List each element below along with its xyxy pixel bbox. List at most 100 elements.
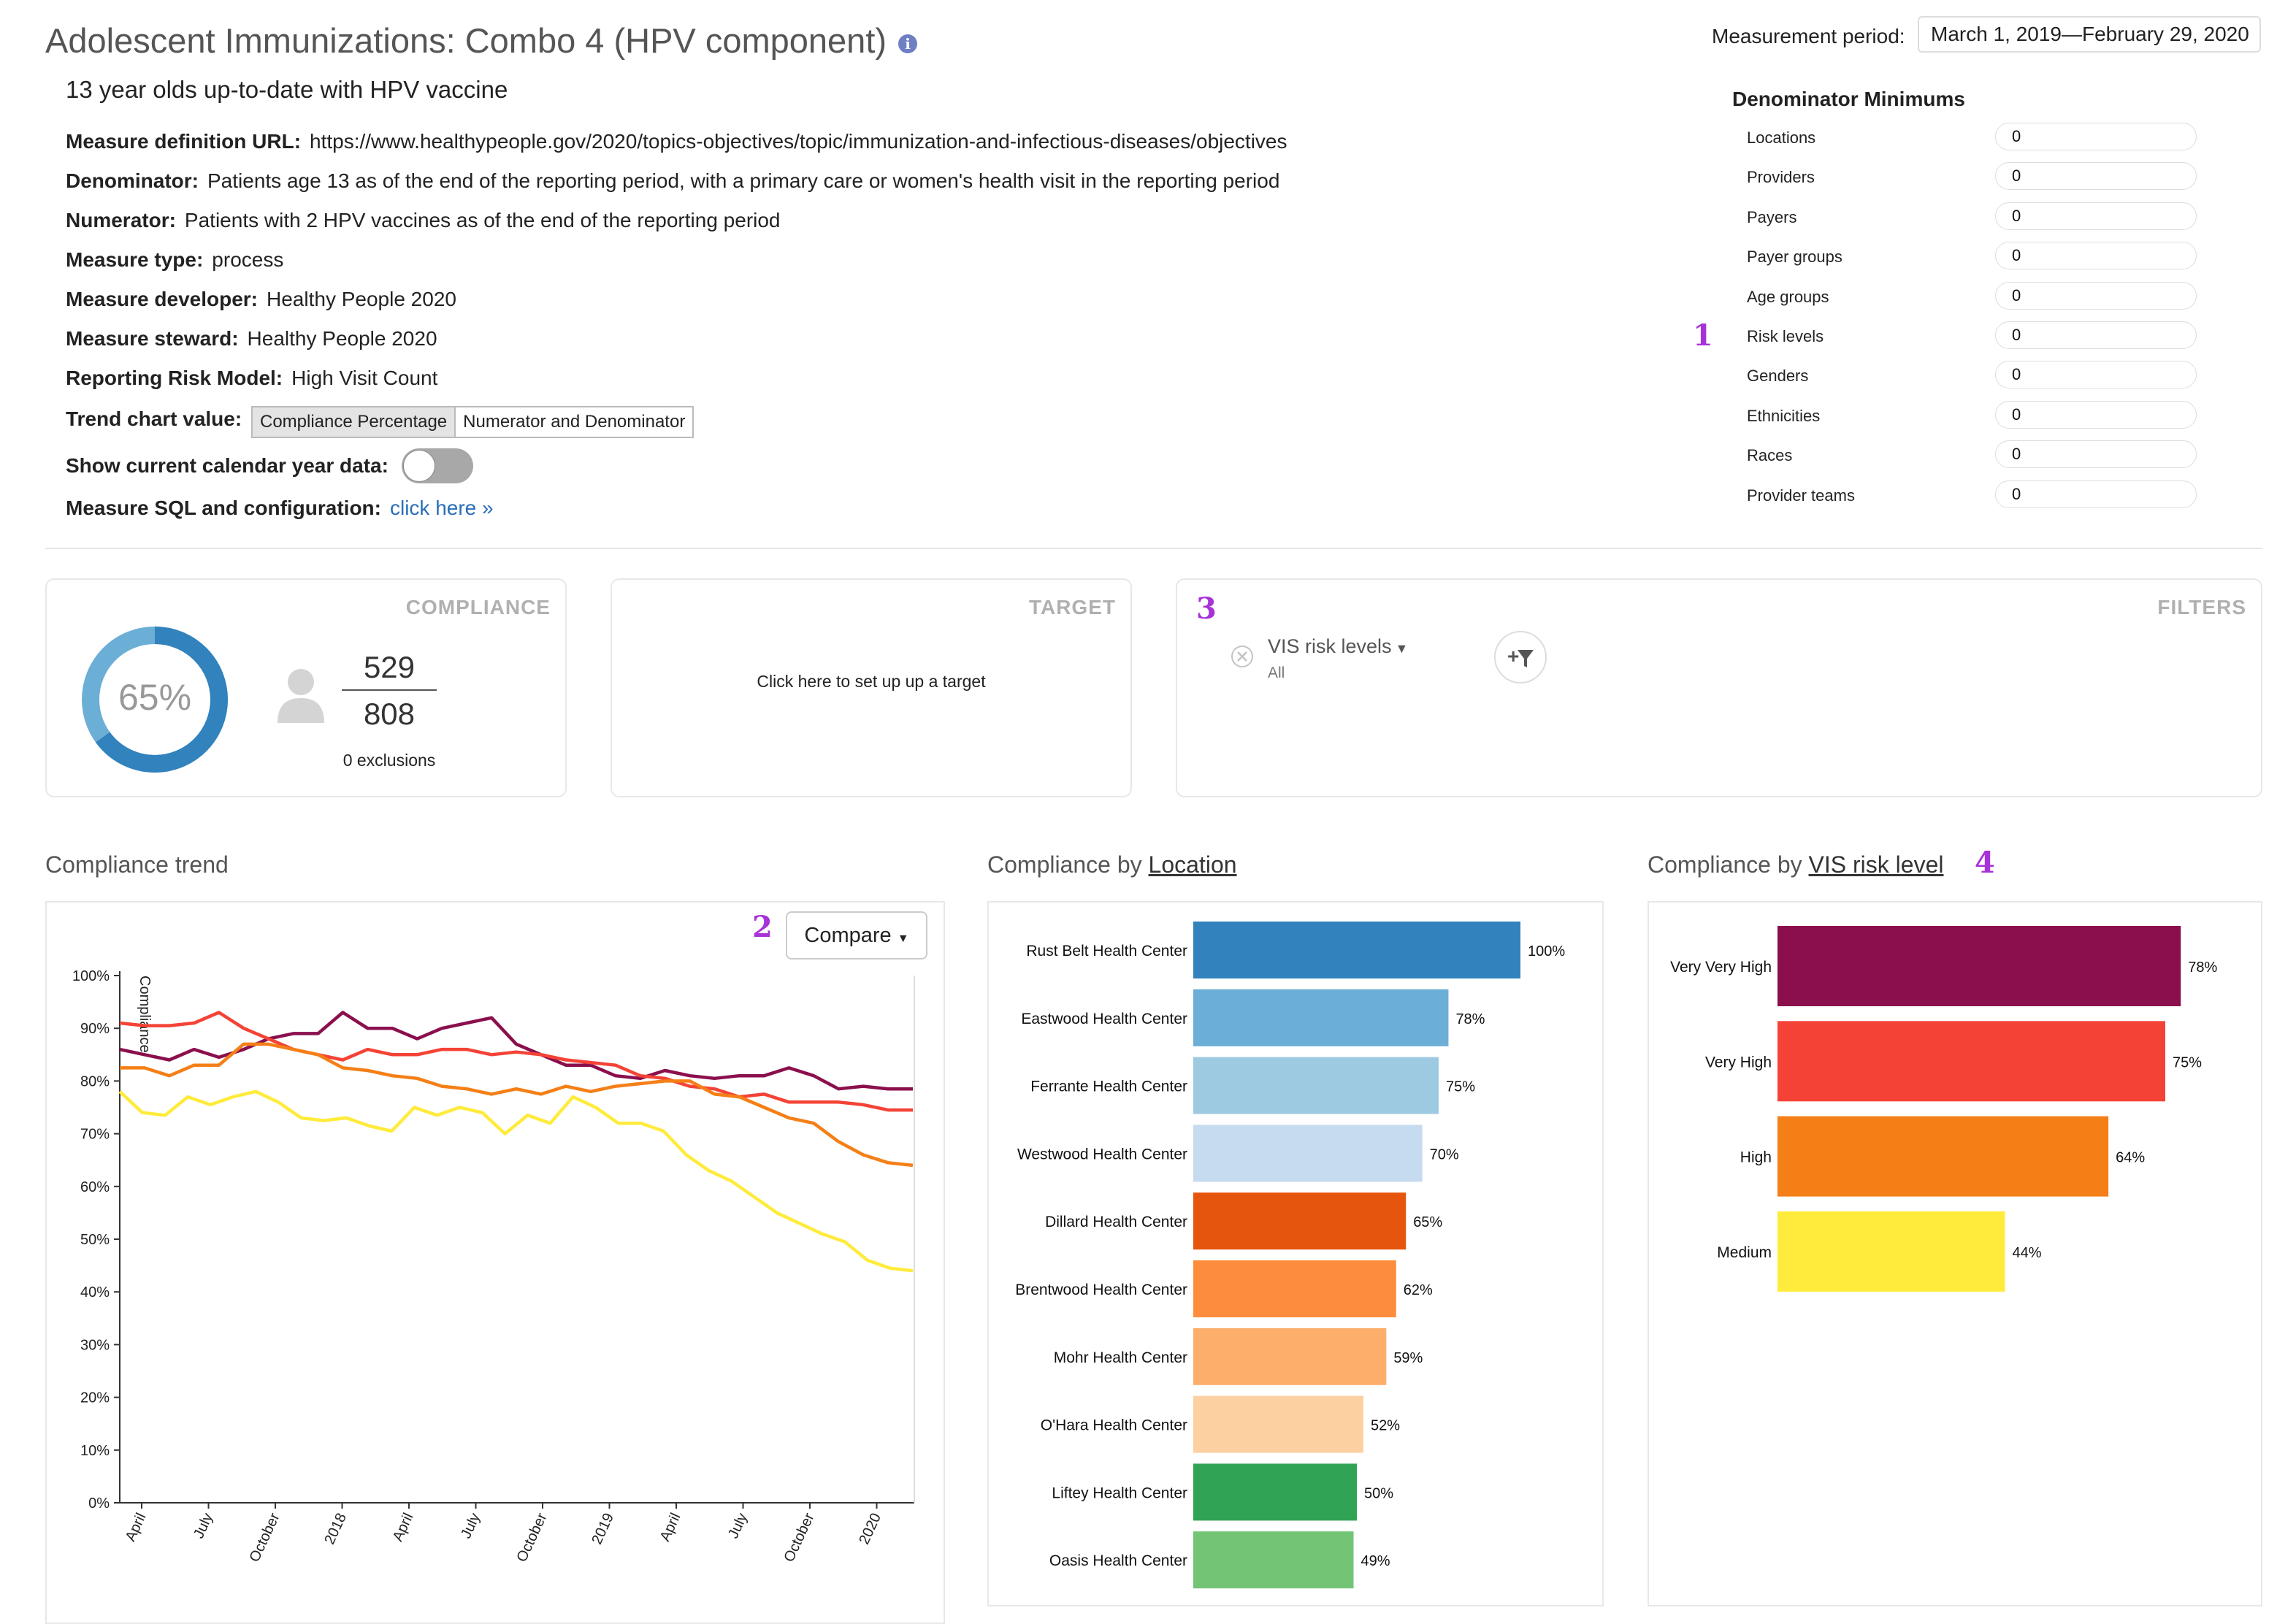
trend-option-numerator-denominator[interactable]: Numerator and Denominator bbox=[456, 406, 694, 438]
bar[interactable] bbox=[1193, 1463, 1357, 1521]
calendar-year-label: Show current calendar year data: bbox=[66, 454, 389, 477]
vis-risk-filter-dropdown[interactable]: VIS risk levels ▼ bbox=[1268, 635, 1408, 658]
compliance-by-location-title: Compliance by Location bbox=[987, 851, 1237, 878]
denominator-minimum-label: Risk levels bbox=[1747, 327, 1824, 345]
bar[interactable] bbox=[1193, 922, 1520, 978]
bar[interactable] bbox=[1193, 1328, 1387, 1385]
x-tick-label: July bbox=[725, 1511, 751, 1541]
compare-button-label: Compare bbox=[804, 924, 892, 947]
add-filter-button[interactable]: + bbox=[1493, 629, 1548, 685]
denominator-row: Denominator: Patients age 13 as of the en… bbox=[66, 169, 1279, 193]
bar-category-label: Eastwood Health Center bbox=[1021, 1011, 1187, 1027]
x-tick-label: July bbox=[191, 1511, 216, 1541]
compliance-trend-title: Compliance trend bbox=[45, 851, 229, 878]
toggle-knob bbox=[403, 450, 435, 482]
denominator-minimum-input[interactable]: 0 bbox=[1995, 480, 2197, 508]
bar[interactable] bbox=[1193, 989, 1449, 1046]
y-tick-label: 40% bbox=[80, 1284, 110, 1301]
bar-value-label: 50% bbox=[1364, 1485, 1393, 1501]
callout-4: 4 bbox=[1975, 846, 1995, 880]
compliance-panel: COMPLIANCE 65% 529 808 0 exclusions bbox=[45, 578, 567, 797]
y-tick-label: 0% bbox=[88, 1495, 110, 1512]
bar-category-label: Dillard Health Center bbox=[1045, 1214, 1187, 1230]
denominator-minimum-input[interactable]: 0 bbox=[1995, 202, 2197, 230]
trend-value-row: Trend chart value: bbox=[66, 407, 250, 431]
bar[interactable] bbox=[1777, 1021, 2165, 1102]
compliance-donut: 65% bbox=[82, 627, 228, 773]
set-target-link[interactable]: Click here to set up up a target bbox=[757, 672, 986, 691]
y-tick-label: 30% bbox=[80, 1337, 110, 1353]
location-dimension-link[interactable]: Location bbox=[1148, 851, 1237, 878]
bar[interactable] bbox=[1193, 1260, 1396, 1317]
x-tick-label: 2019 bbox=[589, 1511, 617, 1547]
vis-risk-filter-value: All bbox=[1268, 664, 1285, 681]
definition-url-row: Measure definition URL: https://www.healt… bbox=[66, 130, 1287, 153]
sql-config-link[interactable]: click here » bbox=[389, 497, 494, 519]
trend-series-line bbox=[120, 1042, 914, 1168]
denominator-minimum-input[interactable]: 0 bbox=[1995, 400, 2197, 429]
denominator-minimum-label: Age groups bbox=[1747, 287, 1829, 306]
info-icon[interactable]: i bbox=[898, 34, 918, 53]
page-title: Adolescent Immunizations: Combo 4 (HPV c… bbox=[45, 20, 918, 61]
compliance-panel-head: COMPLIANCE bbox=[405, 596, 551, 618]
trend-value-segmented: Compliance Percentage Numerator and Deno… bbox=[251, 406, 694, 438]
x-tick-label: October bbox=[781, 1511, 818, 1565]
x-tick-label: July bbox=[458, 1511, 483, 1541]
bar[interactable] bbox=[1193, 1531, 1354, 1589]
bar-value-label: 59% bbox=[1393, 1350, 1423, 1366]
target-panel[interactable]: TARGET Click here to set up up a target bbox=[611, 578, 1132, 797]
x-tick-label: 2018 bbox=[321, 1511, 350, 1547]
svg-text:+: + bbox=[1507, 645, 1519, 667]
risk-dimension-link[interactable]: VIS risk level bbox=[1808, 851, 1944, 878]
denominator-minimum-label: Providers bbox=[1747, 168, 1815, 187]
bar-category-label: Mohr Health Center bbox=[1054, 1349, 1187, 1366]
measurement-period-label: Measurement period: bbox=[1712, 25, 1905, 47]
sql-config-row: Measure SQL and configuration: click here… bbox=[66, 497, 494, 520]
bar-category-label: Liftey Health Center bbox=[1052, 1485, 1187, 1501]
bar[interactable] bbox=[1193, 1395, 1363, 1453]
remove-filter-icon[interactable] bbox=[1230, 644, 1255, 669]
compare-button[interactable]: Compare ▼ bbox=[786, 911, 927, 960]
bar-value-label: 64% bbox=[2116, 1150, 2145, 1166]
bar-value-label: 44% bbox=[2013, 1245, 2042, 1261]
trend-chart-box: 0% 10% 20% 30% 40% 50% 60% 70% 80% 90% 100% Complia… bbox=[45, 901, 945, 1624]
y-tick-label: 10% bbox=[80, 1443, 110, 1459]
donut-percent-label: 65% bbox=[118, 677, 191, 718]
definition-url-label: Measure definition URL: bbox=[66, 130, 302, 153]
risk-chart-box: Very Very High 78% Very High 75% High 64% Medi… bbox=[1648, 901, 2262, 1606]
denominator-minimum-input[interactable]: 0 bbox=[1995, 321, 2197, 349]
denominator-minimum-input[interactable]: 0 bbox=[1995, 440, 2197, 469]
measure-steward-row: Measure steward: Healthy People 2020 bbox=[66, 327, 437, 351]
numerator-label: Numerator: bbox=[66, 209, 176, 231]
risk-model-value: High Visit Count bbox=[291, 367, 438, 389]
measure-developer-value: Healthy People 2020 bbox=[267, 288, 456, 310]
denominator-minimum-input[interactable]: 0 bbox=[1995, 281, 2197, 310]
measurement-period-input[interactable]: March 1, 2019—February 29, 2020 bbox=[1918, 16, 2261, 53]
calendar-year-toggle[interactable] bbox=[402, 448, 473, 483]
bar[interactable] bbox=[1777, 1116, 2109, 1197]
bar[interactable] bbox=[1193, 1057, 1439, 1114]
denominator-minimum-input[interactable]: 0 bbox=[1995, 242, 2197, 270]
denominator-minimum-label: Ethnicities bbox=[1747, 406, 1821, 425]
numerator-value: Patients with 2 HPV vaccines as of the e… bbox=[184, 209, 781, 231]
trend-option-compliance-percentage[interactable]: Compliance Percentage bbox=[251, 406, 456, 438]
person-icon bbox=[278, 669, 324, 723]
denominator-minimum-input[interactable]: 0 bbox=[1995, 123, 2197, 150]
x-tick-label: October bbox=[514, 1511, 551, 1565]
measure-type-label: Measure type: bbox=[66, 248, 204, 271]
risk-model-label: Reporting Risk Model: bbox=[66, 367, 283, 389]
y-tick-label: 80% bbox=[80, 1073, 110, 1089]
denominator-minimum-input[interactable]: 0 bbox=[1995, 361, 2197, 389]
target-panel-head: TARGET bbox=[1028, 596, 1116, 618]
bar-value-label: 75% bbox=[1446, 1079, 1475, 1095]
denominator-minimum-input[interactable]: 0 bbox=[1995, 162, 2197, 191]
measure-developer-row: Measure developer: Healthy People 2020 bbox=[66, 288, 456, 311]
bar[interactable] bbox=[1777, 1211, 2005, 1292]
bar[interactable] bbox=[1777, 926, 2181, 1006]
bar-category-label: High bbox=[1740, 1149, 1772, 1166]
bar[interactable] bbox=[1193, 1192, 1407, 1250]
compliance-numerator: 529 bbox=[363, 650, 416, 684]
denominator-minimums-title: Denominator Minimums bbox=[1732, 88, 1965, 110]
bar[interactable] bbox=[1193, 1125, 1423, 1182]
bar-value-label: 62% bbox=[1404, 1282, 1433, 1298]
